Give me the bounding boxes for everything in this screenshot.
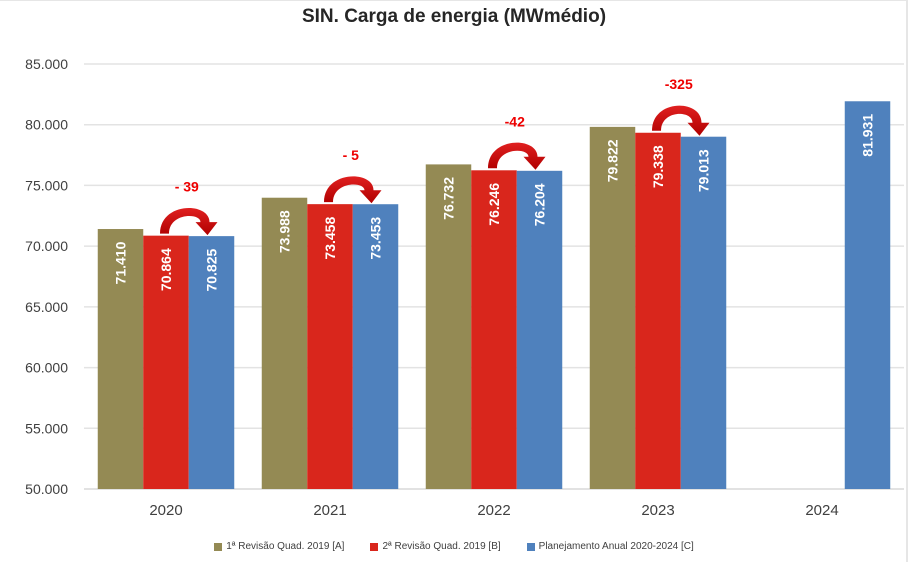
bar-2020-a: [97, 229, 144, 489]
difference-arrows: - 39 - 5 -42 -325: [160, 76, 710, 236]
bars: [97, 101, 891, 490]
value-labels: 71.410 73.988 76.732 79.822 70.864 73.458 76.2…: [113, 114, 876, 292]
legend-label-a: 1ª Revisão Quad. 2019 [A]: [226, 541, 345, 552]
y-axis: 50.000 55.000 60.000 65.000 70.000 75.000 80.0…: [25, 56, 68, 497]
y-tick-label: 85.000: [25, 56, 68, 72]
y-tick-label: 55.000: [25, 420, 68, 436]
difference-label: -42: [505, 113, 525, 129]
bar-2023-a: [589, 126, 636, 489]
legend-swatch-c: [526, 542, 535, 551]
data-label: 73.988: [277, 210, 293, 253]
bar-2020-c: [188, 236, 235, 489]
legend-item-c: Planejamento Anual 2020-2024 [C]: [526, 541, 694, 552]
legend-swatch-a: [214, 542, 223, 551]
data-label: 76.246: [486, 183, 502, 226]
x-tick-label: 2023: [641, 502, 674, 519]
data-label: 73.453: [368, 217, 384, 260]
x-axis: 2020 2021 2022 2023 2024: [149, 502, 838, 519]
y-tick-label: 80.000: [25, 117, 68, 133]
bar-2022-c: [516, 170, 563, 489]
data-label: 79.013: [696, 149, 712, 192]
bar-2021-a: [261, 197, 308, 489]
bar-2024-c: [844, 101, 891, 490]
data-label: 73.458: [322, 217, 338, 260]
legend-item-a: 1ª Revisão Quad. 2019 [A]: [214, 541, 344, 552]
y-tick-label: 50.000: [25, 481, 68, 497]
data-label: 79.822: [605, 139, 621, 182]
curved-arrow-icon: [324, 176, 382, 204]
difference-label: -325: [665, 76, 693, 92]
data-label: 79.338: [650, 145, 666, 188]
bar-2022-b: [471, 170, 517, 489]
x-tick-label: 2024: [805, 502, 838, 519]
legend-swatch-b: [370, 542, 379, 551]
chart-title: SIN. Carga de energia (MWmédio): [301, 6, 607, 27]
difference-label: - 39: [175, 179, 199, 195]
difference-label: - 5: [343, 147, 360, 163]
y-tick-label: 75.000: [25, 177, 68, 193]
bar-2022-a: [425, 164, 472, 489]
curved-arrow-icon: [160, 207, 218, 236]
y-tick-label: 60.000: [25, 360, 68, 376]
data-label: 81.931: [860, 114, 876, 157]
bar-2020-b: [143, 235, 189, 489]
data-label: 76.732: [441, 177, 457, 220]
data-label: 71.410: [113, 241, 129, 284]
y-tick-label: 65.000: [25, 299, 68, 315]
x-tick-label: 2022: [477, 502, 510, 519]
data-label: 70.825: [204, 249, 220, 292]
curved-arrow-icon: [488, 142, 546, 170]
bar-2021-c: [352, 204, 399, 490]
legend-label-b: 2ª Revisão Quad. 2019 [B]: [382, 541, 501, 552]
legend: 1ª Revisão Quad. 2019 [A] 2ª Revisão Qua…: [0, 541, 908, 552]
y-tick-label: 70.000: [25, 238, 68, 254]
legend-item-b: 2ª Revisão Quad. 2019 [B]: [370, 541, 501, 552]
x-tick-label: 2020: [149, 502, 182, 519]
data-label: 70.864: [158, 248, 174, 291]
curved-arrow-icon: [652, 105, 710, 136]
bar-2023-c: [680, 136, 727, 489]
x-tick-label: 2021: [313, 502, 346, 519]
bar-2021-b: [307, 204, 353, 489]
legend-label-c: Planejamento Anual 2020-2024 [C]: [538, 541, 694, 552]
bar-2023-b: [635, 132, 681, 489]
data-label: 76.204: [532, 183, 548, 226]
